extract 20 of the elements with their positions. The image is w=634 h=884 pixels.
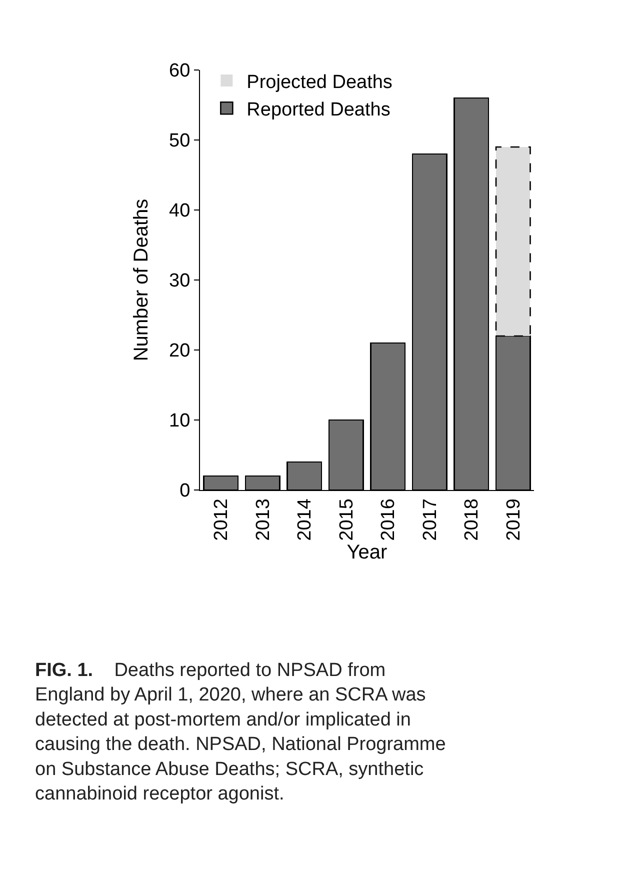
y-axis-title: Number of Deaths	[130, 198, 153, 362]
legend-label: Reported Deaths	[246, 100, 390, 121]
caption: FIG. 1.	[35, 660, 94, 681]
y-tick-label: 20	[169, 340, 190, 362]
x-tick-label: 2013	[252, 498, 274, 541]
x-tick-label: 2016	[378, 498, 400, 541]
x-tick-label: 2015	[336, 498, 358, 541]
y-tick-label: 40	[169, 200, 190, 222]
y-tick-label: 60	[169, 60, 190, 82]
x-tick-label: 2012	[211, 498, 232, 541]
x-tick-label: 2017	[420, 498, 441, 541]
y-tick-label: 50	[169, 130, 190, 152]
y-tick-label: 10	[169, 410, 190, 432]
x-tick-label: 2019	[503, 498, 524, 541]
y-tick-label: 0	[180, 480, 190, 502]
x-axis-title: Year	[346, 541, 388, 564]
x-tick-label: 2014	[294, 498, 316, 541]
legend-label: Projected Deaths	[246, 72, 392, 93]
y-tick-label: 30	[169, 270, 190, 292]
x-tick-label: 2018	[462, 498, 483, 541]
